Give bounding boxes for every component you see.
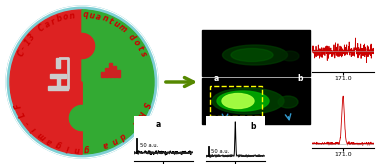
Text: b: b (250, 122, 256, 131)
Text: n: n (74, 144, 80, 154)
Text: g: g (54, 140, 63, 150)
Bar (117, 70, 119, 77)
Text: a: a (156, 120, 161, 129)
Bar (202, 78, 310, 124)
Text: o: o (62, 12, 69, 22)
Text: 1: 1 (23, 38, 33, 47)
Text: a: a (214, 74, 219, 83)
Bar (210, 86, 262, 116)
Text: g: g (84, 144, 90, 154)
Text: 3: 3 (27, 32, 37, 42)
Text: u: u (88, 11, 95, 20)
Text: t: t (135, 44, 144, 52)
Circle shape (6, 6, 158, 158)
Text: n: n (101, 14, 109, 24)
Text: C: C (16, 49, 26, 58)
Text: b: b (297, 74, 302, 83)
Bar (48, 86, 68, 90)
Text: L: L (18, 109, 28, 118)
Wedge shape (46, 82, 82, 154)
Text: s: s (138, 50, 148, 58)
Text: d: d (118, 130, 127, 141)
Ellipse shape (281, 51, 299, 61)
Text: M: M (130, 116, 142, 128)
Text: n: n (110, 135, 119, 146)
Bar (105, 68, 107, 77)
Ellipse shape (223, 45, 288, 65)
Text: -: - (23, 118, 33, 126)
Ellipse shape (217, 91, 269, 111)
Wedge shape (10, 10, 82, 154)
Ellipse shape (212, 88, 284, 114)
Text: i: i (30, 125, 39, 133)
Bar (56, 76, 59, 86)
Text: C: C (37, 23, 47, 34)
Text: b: b (55, 14, 64, 24)
Text: a: a (43, 20, 52, 30)
Bar (56, 58, 60, 68)
Text: -: - (20, 44, 29, 51)
Text: i: i (65, 143, 70, 152)
Text: 50 a.u.: 50 a.u. (211, 149, 229, 154)
Bar (101, 72, 104, 77)
Text: t: t (107, 17, 114, 26)
Ellipse shape (278, 96, 298, 108)
Ellipse shape (231, 49, 273, 62)
Wedge shape (82, 10, 118, 82)
Text: m: m (36, 129, 48, 142)
Text: u: u (112, 19, 121, 30)
Text: q: q (82, 10, 88, 20)
Text: a: a (102, 140, 110, 150)
Bar (113, 66, 116, 77)
Text: m: m (116, 22, 128, 34)
Bar (50, 74, 66, 78)
Text: F: F (14, 101, 24, 109)
Bar (202, 30, 310, 76)
Text: R: R (136, 109, 146, 118)
Text: a: a (45, 135, 54, 146)
Text: n: n (69, 11, 76, 20)
Circle shape (70, 105, 94, 131)
Text: o: o (131, 38, 141, 47)
Bar (109, 63, 112, 77)
Ellipse shape (222, 93, 254, 109)
Text: 50 a.u.: 50 a.u. (139, 143, 158, 148)
Text: r: r (50, 17, 57, 26)
Text: a: a (95, 12, 102, 22)
Circle shape (70, 33, 94, 59)
Text: d: d (127, 32, 137, 42)
Text: S: S (140, 101, 150, 109)
Wedge shape (82, 10, 154, 154)
